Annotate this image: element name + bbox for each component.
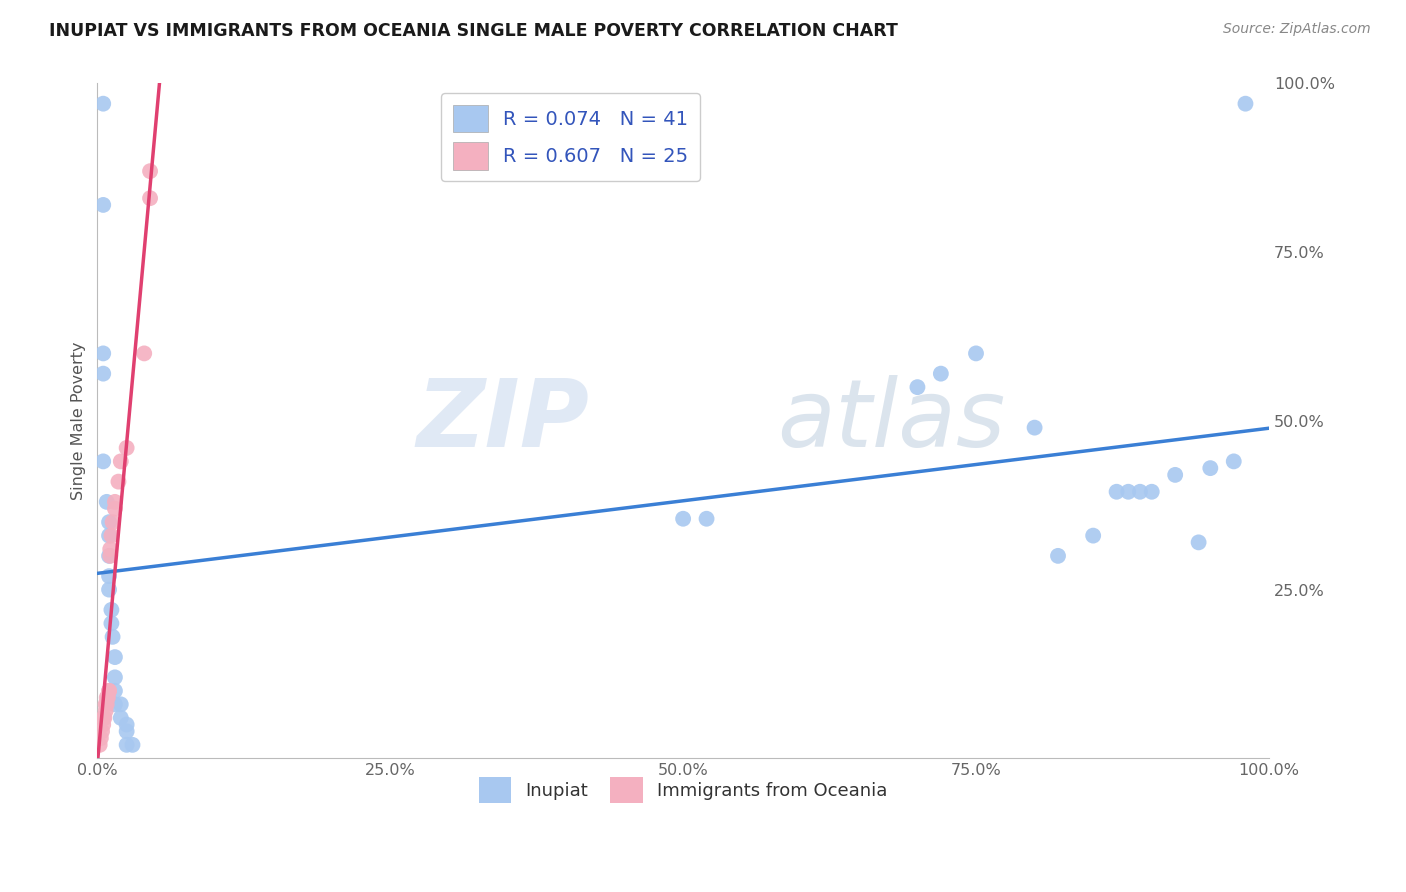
Point xyxy=(96,495,118,509)
Point xyxy=(115,717,138,731)
Point xyxy=(139,191,162,205)
Point xyxy=(98,549,121,563)
Point xyxy=(965,346,987,360)
Point xyxy=(98,528,121,542)
Point xyxy=(104,698,127,712)
Point xyxy=(672,512,695,526)
Point xyxy=(1047,549,1070,563)
Point xyxy=(929,367,952,381)
Point xyxy=(104,683,127,698)
Point xyxy=(94,698,117,712)
Point xyxy=(101,630,124,644)
Point xyxy=(91,717,114,731)
Point xyxy=(1105,484,1128,499)
Point xyxy=(93,711,115,725)
Point xyxy=(107,475,129,489)
Point xyxy=(104,650,127,665)
Point xyxy=(91,346,114,360)
Point xyxy=(1222,454,1244,468)
Y-axis label: Single Male Poverty: Single Male Poverty xyxy=(72,342,86,500)
Point xyxy=(110,454,132,468)
Point xyxy=(98,515,121,529)
Point xyxy=(91,724,114,739)
Point xyxy=(1234,96,1257,111)
Point xyxy=(101,515,124,529)
Point xyxy=(98,549,121,563)
Point xyxy=(104,495,127,509)
Point xyxy=(121,738,143,752)
Point xyxy=(139,164,162,178)
Point xyxy=(98,569,121,583)
Point xyxy=(134,346,156,360)
Point xyxy=(1024,420,1046,434)
Point xyxy=(115,724,138,739)
Text: atlas: atlas xyxy=(778,376,1005,467)
Point xyxy=(100,616,122,631)
Point xyxy=(91,367,114,381)
Point xyxy=(110,698,132,712)
Point xyxy=(104,501,127,516)
Point xyxy=(98,542,121,557)
Point xyxy=(97,690,120,705)
Point xyxy=(100,528,122,542)
Point xyxy=(1164,467,1187,482)
Point xyxy=(1116,484,1139,499)
Point xyxy=(98,683,121,698)
Point xyxy=(1140,484,1163,499)
Point xyxy=(96,698,118,712)
Text: ZIP: ZIP xyxy=(416,375,589,467)
Point xyxy=(96,690,118,705)
Point xyxy=(1187,535,1209,549)
Point xyxy=(115,441,138,455)
Point xyxy=(100,603,122,617)
Point xyxy=(110,711,132,725)
Point xyxy=(696,512,718,526)
Point xyxy=(90,731,112,745)
Point xyxy=(115,738,138,752)
Point xyxy=(91,198,114,212)
Point xyxy=(907,380,929,394)
Point xyxy=(89,738,111,752)
Point xyxy=(104,670,127,684)
Point xyxy=(91,711,114,725)
Legend: Inupiat, Immigrants from Oceania: Inupiat, Immigrants from Oceania xyxy=(468,766,898,814)
Point xyxy=(94,704,117,718)
Point xyxy=(98,683,121,698)
Point xyxy=(1199,461,1222,475)
Point xyxy=(98,582,121,597)
Point xyxy=(1083,528,1105,542)
Text: INUPIAT VS IMMIGRANTS FROM OCEANIA SINGLE MALE POVERTY CORRELATION CHART: INUPIAT VS IMMIGRANTS FROM OCEANIA SINGL… xyxy=(49,22,898,40)
Point xyxy=(91,454,114,468)
Point xyxy=(1129,484,1152,499)
Point xyxy=(91,96,114,111)
Text: Source: ZipAtlas.com: Source: ZipAtlas.com xyxy=(1223,22,1371,37)
